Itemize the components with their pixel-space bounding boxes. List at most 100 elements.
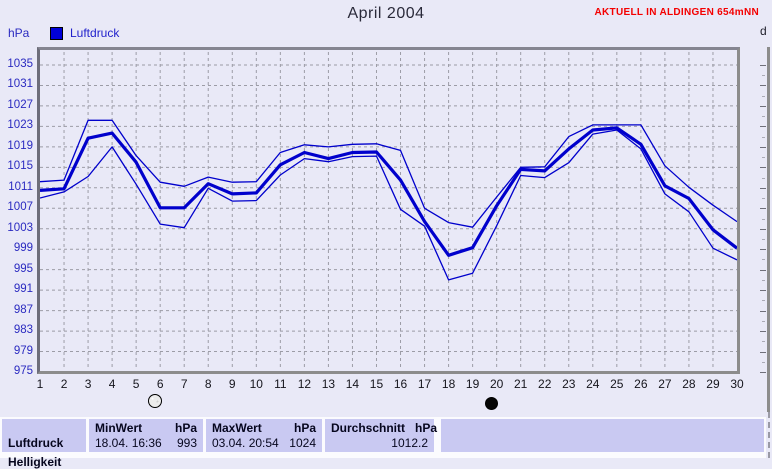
- maxwert-unit: hPa: [293, 421, 316, 435]
- maxwert-header: MaxWert: [212, 421, 262, 435]
- minwert-unit: hPa: [174, 421, 197, 435]
- adjacent-panel-tick-minor: [762, 136, 765, 138]
- adjacent-panel-axis: [767, 47, 770, 412]
- y-tick-label: 975: [13, 365, 33, 377]
- legend-label: Luftdruck: [70, 26, 120, 40]
- x-tick-label: 28: [682, 377, 696, 391]
- spacer: [8, 421, 80, 436]
- y-tick-label: 1019: [7, 139, 33, 152]
- x-tick-label: 1: [36, 377, 44, 391]
- parameter-label: Luftdruck: [8, 436, 64, 450]
- adjacent-panel-tick-minor: [762, 218, 765, 220]
- y-tick-label: 1031: [7, 78, 33, 91]
- adjacent-panel-tick: [760, 228, 766, 230]
- y-tick-label: 1035: [7, 58, 33, 70]
- adjacent-panel-tick: [760, 331, 766, 333]
- adjacent-panel-tick-minor: [762, 198, 765, 200]
- adjacent-panel-tick-minor: [762, 75, 765, 77]
- x-tick-label: 29: [706, 377, 720, 391]
- x-tick-label: 7: [180, 377, 188, 391]
- page-title: April 2004: [347, 5, 425, 22]
- luftdruck-line-thick: [40, 126, 737, 257]
- y-tick-label: 999: [13, 242, 33, 255]
- x-tick-label: 3: [84, 377, 92, 391]
- station-note: AKTUELL IN ALDINGEN 654mNN: [594, 7, 759, 18]
- durchschnitt-header: Durchschnitt: [331, 421, 406, 435]
- x-tick-label: 22: [538, 377, 552, 391]
- adjacent-panel-axis-lower: [768, 412, 770, 458]
- minwert-header: MinWert: [95, 421, 143, 435]
- y-tick-label: 991: [13, 283, 33, 296]
- durchschnitt-value: 1012.2: [391, 436, 428, 450]
- x-tick-label: 6: [156, 377, 164, 391]
- y-tick-label: 1015: [7, 160, 33, 173]
- weather-app-window: { "header": { "title": "April 2004", "st…: [0, 5, 770, 469]
- y-tick-label: 1011: [8, 180, 33, 193]
- adjacent-panel-tick-minor: [762, 320, 765, 322]
- x-tick-label: 2: [60, 377, 68, 391]
- x-tick-label: 21: [514, 377, 528, 391]
- adjacent-panel-tick-minor: [762, 95, 765, 97]
- x-tick-label: 27: [658, 377, 672, 391]
- adjacent-panel-tick: [760, 126, 766, 128]
- plot-area: [37, 47, 740, 374]
- pressure-line-chart: [40, 52, 737, 370]
- x-tick-label: 30: [730, 377, 744, 391]
- legend: Luftdruck: [50, 26, 119, 40]
- x-tick-label: 24: [586, 377, 600, 391]
- adjacent-panel-tick: [760, 290, 766, 292]
- adjacent-panel-tick: [760, 372, 766, 373]
- adjacent-panel-tick: [760, 310, 766, 312]
- adjacent-panel-tick-minor: [762, 361, 765, 363]
- y-tick-label: 1027: [7, 98, 33, 111]
- y-tick-label: 1007: [7, 201, 33, 214]
- x-tick-label: 17: [417, 377, 432, 391]
- luftdruck-line-thin: [40, 129, 737, 281]
- durchschnitt-unit: hPa: [415, 421, 438, 435]
- x-tick-label: 5: [132, 377, 140, 391]
- x-tick-label: 14: [345, 377, 360, 391]
- maxwert-value: 1024: [289, 436, 316, 450]
- summary-table: Luftdruck MinWert hPa 18.04. 16:36 993 M…: [0, 417, 766, 458]
- adjacent-panel-tick: [760, 187, 766, 189]
- y-tick-label: 979: [13, 344, 33, 357]
- x-tick-label: 25: [610, 377, 624, 391]
- x-tick-label: 12: [297, 377, 312, 391]
- y-tick-label: 1003: [7, 221, 33, 234]
- x-tick-label: 8: [204, 377, 212, 391]
- x-tick-label: 13: [321, 377, 336, 391]
- y-tick-label: 983: [13, 324, 33, 337]
- x-tick-label: 26: [634, 377, 648, 391]
- adjacent-panel-tick-minor: [762, 116, 765, 118]
- adjacent-panel-tick-minor: [762, 238, 765, 240]
- adjacent-panel-tick: [760, 208, 766, 210]
- adjacent-panel-tick: [760, 85, 766, 87]
- adjacent-panel-tick: [760, 249, 766, 251]
- next-row-label-clipped: Helligkeit: [8, 455, 62, 469]
- x-tick-label: 19: [465, 377, 480, 391]
- adjacent-panel-tick-minor: [762, 341, 765, 343]
- maxwert-cell: MaxWert hPa 03.04. 20:54 1024: [206, 419, 322, 452]
- full-moon-icon: [147, 394, 162, 408]
- y-tick-label: 987: [13, 303, 33, 316]
- adjacent-panel-tick: [760, 167, 766, 169]
- empty-cell: [441, 419, 764, 452]
- x-tick-label: 18: [441, 377, 456, 391]
- minwert-datetime: 18.04. 16:36: [95, 436, 162, 450]
- x-tick-label: 9: [228, 377, 236, 391]
- adjacent-panel-tick-minor: [762, 157, 765, 159]
- x-tick-label: 4: [108, 377, 116, 391]
- adjacent-panel-tick: [760, 65, 766, 66]
- new-moon-icon: [485, 397, 499, 410]
- adjacent-panel-label: d: [760, 24, 767, 38]
- adjacent-panel-tick: [760, 105, 766, 107]
- adjacent-panel-tick: [760, 269, 766, 271]
- adjacent-panel-tick-minor: [762, 279, 765, 281]
- x-tick-label: 10: [249, 377, 263, 391]
- adjacent-panel-tick-minor: [762, 259, 765, 261]
- y-axis-unit-label: hPa: [8, 26, 30, 40]
- adjacent-panel-tick: [760, 351, 766, 353]
- minwert-value: 993: [176, 436, 197, 450]
- y-tick-label: 1023: [7, 119, 33, 132]
- maxwert-datetime: 03.04. 20:54: [212, 436, 279, 450]
